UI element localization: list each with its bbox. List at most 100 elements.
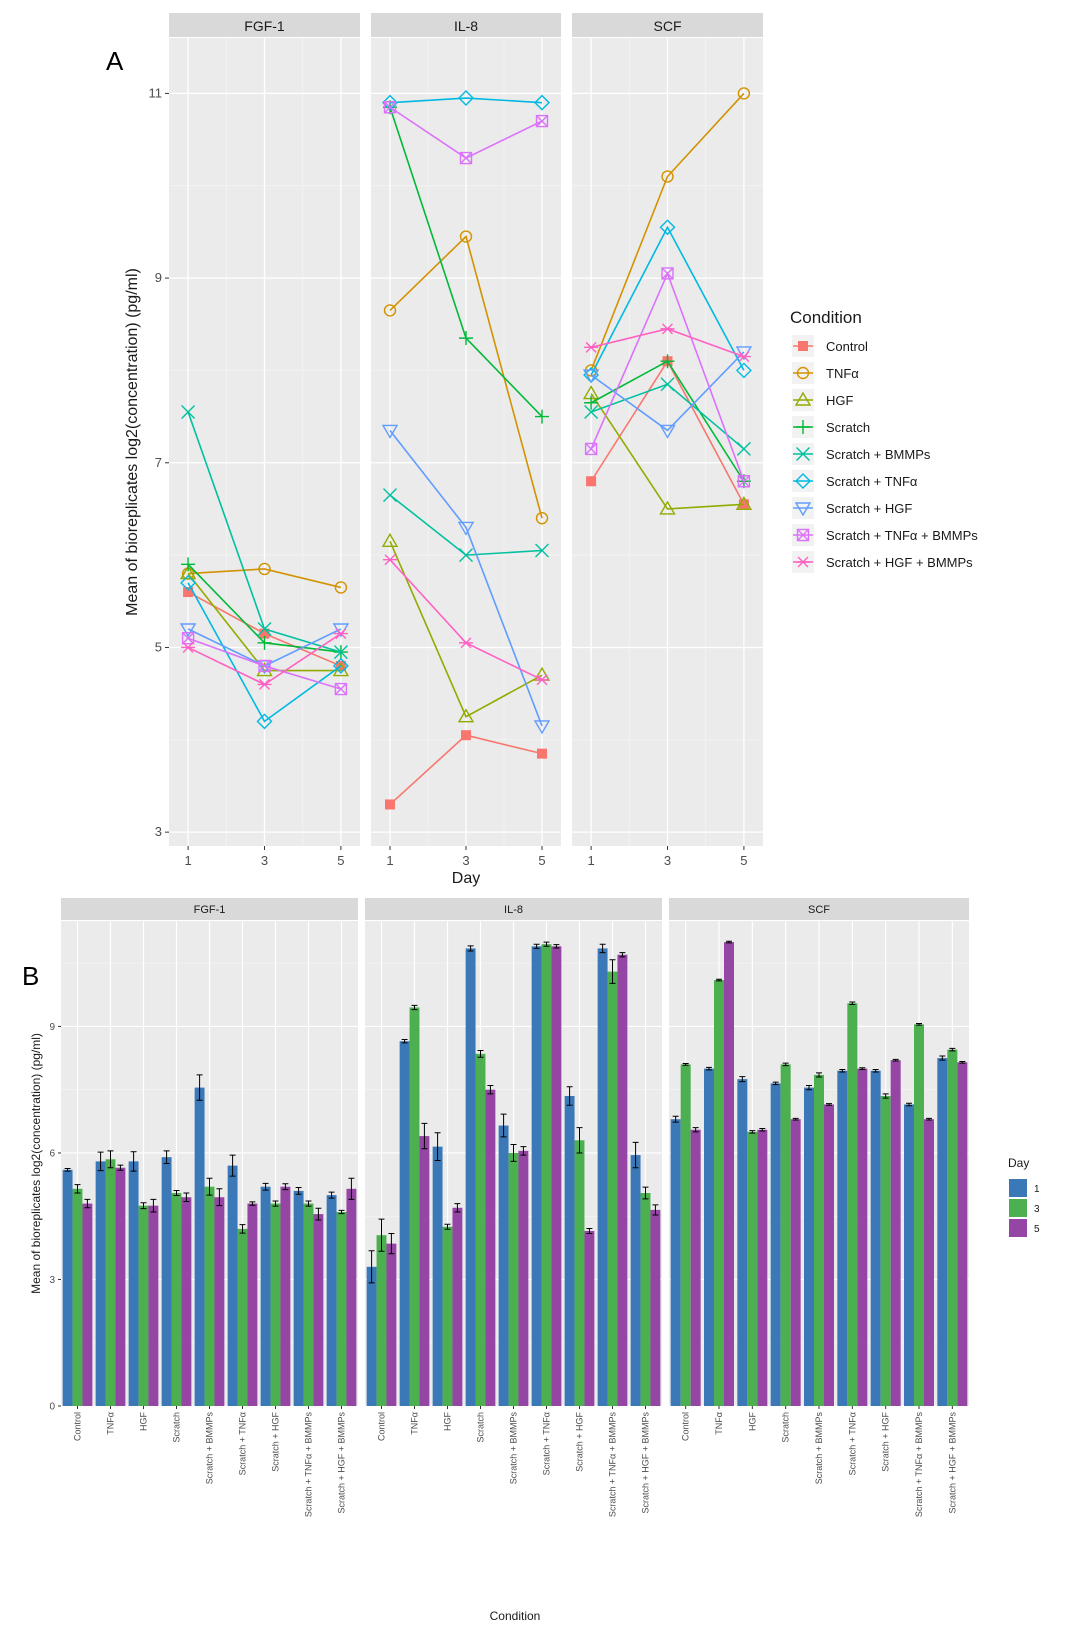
- error-bar: [672, 1115, 679, 1123]
- facet-strip: [365, 898, 662, 920]
- legend-item-scratch-hgf-bmmps: Scratch + HGF + BMMPs: [792, 551, 973, 573]
- data-point: [660, 323, 675, 335]
- error-bar: [849, 1001, 856, 1005]
- legend-item-scratch-tnfalpha-bmmps: Scratch + TNFα + BMMPs: [792, 524, 978, 546]
- data-point: [459, 230, 473, 243]
- y-axis: 0 3 6 9: [49, 1022, 61, 1413]
- x-tick-label: Scratch + BMMPs: [205, 1412, 215, 1485]
- bar-day-3: [105, 1159, 116, 1406]
- bar-day-1: [804, 1087, 814, 1406]
- bar-day-5: [957, 1062, 968, 1406]
- error-bar: [434, 1132, 441, 1162]
- bar-day-1: [399, 1041, 410, 1406]
- legend-day: Day 1 3 5: [1008, 1156, 1040, 1237]
- data-point: [735, 362, 752, 379]
- legend-item-tnfalpha: TNFα: [792, 362, 859, 384]
- legend-item-control: Control: [792, 335, 868, 357]
- x-tick-label: Scratch: [172, 1412, 182, 1443]
- bar-day-1: [904, 1104, 914, 1406]
- bar-day-5: [857, 1068, 868, 1406]
- bar-group-scratch-hgf-bmmps: [630, 1141, 661, 1406]
- data-point: [660, 354, 675, 369]
- data-point: [258, 562, 271, 576]
- data-point: [584, 395, 599, 410]
- error-bar: [97, 1151, 104, 1172]
- data-point: [582, 369, 600, 384]
- facet-strip-label: SCF: [654, 18, 682, 34]
- data-point: [383, 488, 397, 503]
- error-bar: [716, 978, 722, 982]
- x-tick-label: Scratch + HGF: [575, 1411, 585, 1471]
- bar-day-1: [194, 1087, 205, 1406]
- bar-day-3: [947, 1049, 958, 1406]
- bar-day-5: [181, 1197, 192, 1406]
- error-bar: [74, 1184, 81, 1194]
- bar-day-5: [650, 1209, 661, 1406]
- bar-group-tnfalpha: [95, 1150, 126, 1406]
- bar-day-5: [690, 1129, 701, 1406]
- y-tick-label: 9: [49, 1022, 55, 1033]
- error-bar: [338, 1209, 345, 1215]
- legend-key-marker: [794, 502, 812, 517]
- bar-day-1: [62, 1169, 73, 1406]
- legend-key: [1009, 1199, 1027, 1217]
- legend-label: 5: [1034, 1224, 1040, 1235]
- legend-item-scratch: Scratch: [792, 416, 870, 438]
- data-point: [179, 623, 197, 638]
- legend-label: Scratch: [826, 420, 870, 435]
- error-bar: [749, 1130, 756, 1134]
- error-bar: [295, 1187, 302, 1195]
- error-bar: [444, 1223, 451, 1230]
- bar-day-5: [386, 1243, 397, 1406]
- error-bar: [140, 1202, 147, 1210]
- data-point: [533, 720, 551, 735]
- data-point: [334, 682, 348, 696]
- bar-day-3: [409, 1007, 420, 1406]
- bar-day-1: [293, 1190, 304, 1406]
- series-scratch-hgf: [582, 346, 753, 439]
- bar-day-1: [465, 948, 476, 1406]
- error-bar: [173, 1189, 180, 1197]
- bar-day-3: [138, 1205, 149, 1406]
- error-bar: [315, 1207, 322, 1221]
- bar-day-5: [551, 946, 562, 1406]
- error-bar: [882, 1093, 889, 1099]
- facet-scf: SCF Control TNFα HGF Scratch Scratch + BMMPs S…: [669, 898, 969, 1517]
- data-point: [659, 424, 676, 439]
- series-line: [188, 568, 342, 589]
- data-point: [181, 632, 195, 645]
- bar-group-scratch-tnfalpha-bmmps: [904, 1022, 934, 1406]
- data-point: [181, 641, 196, 653]
- data-point: [458, 90, 474, 107]
- legend-item-scratch-bmmps: Scratch + BMMPs: [792, 443, 931, 465]
- error-bar: [632, 1141, 639, 1169]
- data-point: [257, 621, 272, 636]
- series-scratch-bmmps: [584, 377, 751, 456]
- legend-label: TNFα: [826, 366, 859, 381]
- legend-key-marker: [794, 391, 812, 406]
- series-scratch-tnfalpha-bmmps: [584, 267, 751, 488]
- x-tick-label: TNFα: [106, 1412, 116, 1435]
- bar-group-scratch: [465, 945, 496, 1406]
- x-tick-label: TNFα: [410, 1412, 420, 1435]
- data-point: [659, 500, 676, 515]
- y-tick-label: 7: [155, 455, 162, 470]
- x-tick-label: Scratch + BMMPs: [814, 1412, 824, 1485]
- x-tick-label: Scratch + BMMPs: [509, 1412, 519, 1485]
- legend-item-scratch-tnfalpha: Scratch + TNFα: [792, 470, 918, 492]
- facet-fgf-1: FGF-1 1 3 5: [169, 13, 360, 868]
- error-bar: [229, 1154, 236, 1177]
- bar-day-5: [419, 1136, 430, 1406]
- x-tick-label: Scratch + TNFα: [542, 1412, 552, 1475]
- y-tick-label: 0: [49, 1402, 55, 1413]
- legend-key-marker: [796, 556, 810, 568]
- data-point: [181, 557, 196, 572]
- error-bar: [533, 943, 540, 949]
- bar-group-scratch-tnfalpha: [531, 941, 562, 1406]
- data-point: [258, 659, 271, 673]
- legend-label: 1: [1034, 1184, 1040, 1195]
- bar-day-1: [704, 1068, 714, 1406]
- error-bar: [510, 1144, 517, 1162]
- bar-group-scratch-hgf: [260, 1182, 291, 1406]
- bar-group-hgf: [128, 1151, 159, 1406]
